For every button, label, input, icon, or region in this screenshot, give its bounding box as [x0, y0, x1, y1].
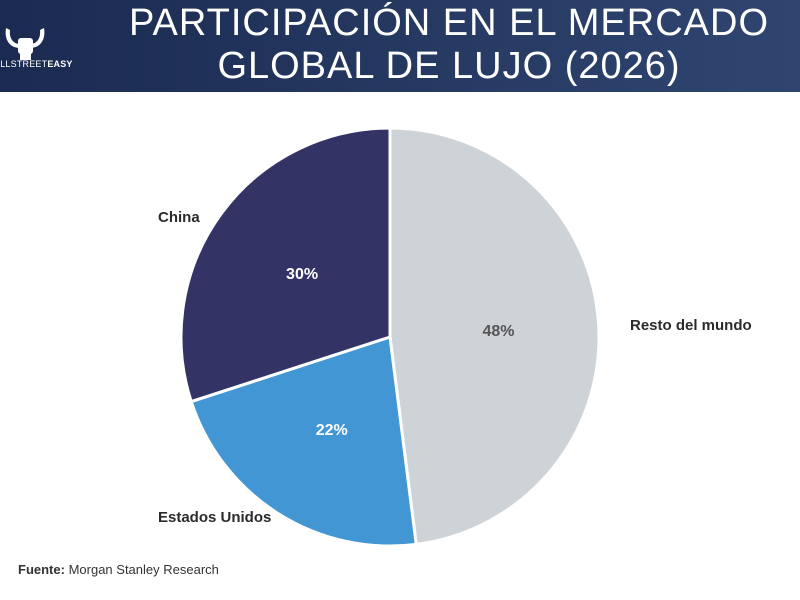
slice-category-label: China	[158, 209, 200, 226]
pie-slice-estados-unidos	[189, 335, 418, 548]
header-banner: ALLSTREETEASY PARTICIPACIÓN EN EL MERCAD…	[0, 0, 800, 92]
source-label: Fuente:	[18, 562, 65, 577]
title-line-2: GLOBAL DE LUJO (2026)	[217, 45, 681, 87]
slice-value-label: 22%	[316, 422, 348, 439]
slice-category-label: Estados Unidos	[158, 509, 271, 526]
pie-chart: 48% Resto del mundo 22% Estados Unidos 30% Ch…	[158, 126, 752, 548]
slice-value-label: 48%	[482, 323, 514, 340]
logo-wordmark: ALLSTREETEASY	[0, 59, 73, 69]
pie-slice-china	[179, 126, 392, 404]
bull-logo-icon	[5, 28, 45, 60]
source-text: Morgan Stanley Research	[68, 562, 219, 577]
page-title: PARTICIPACIÓN EN EL MERCADO GLOBAL DE LU…	[98, 2, 800, 88]
slice-value-label: 30%	[286, 266, 318, 283]
source-note: Fuente: Morgan Stanley Research	[18, 562, 219, 577]
title-line-1: PARTICIPACIÓN EN EL MERCADO	[128, 2, 770, 44]
slice-category-label: Resto del mundo	[630, 317, 752, 334]
pie-slice-resto-del-mundo	[388, 126, 601, 547]
